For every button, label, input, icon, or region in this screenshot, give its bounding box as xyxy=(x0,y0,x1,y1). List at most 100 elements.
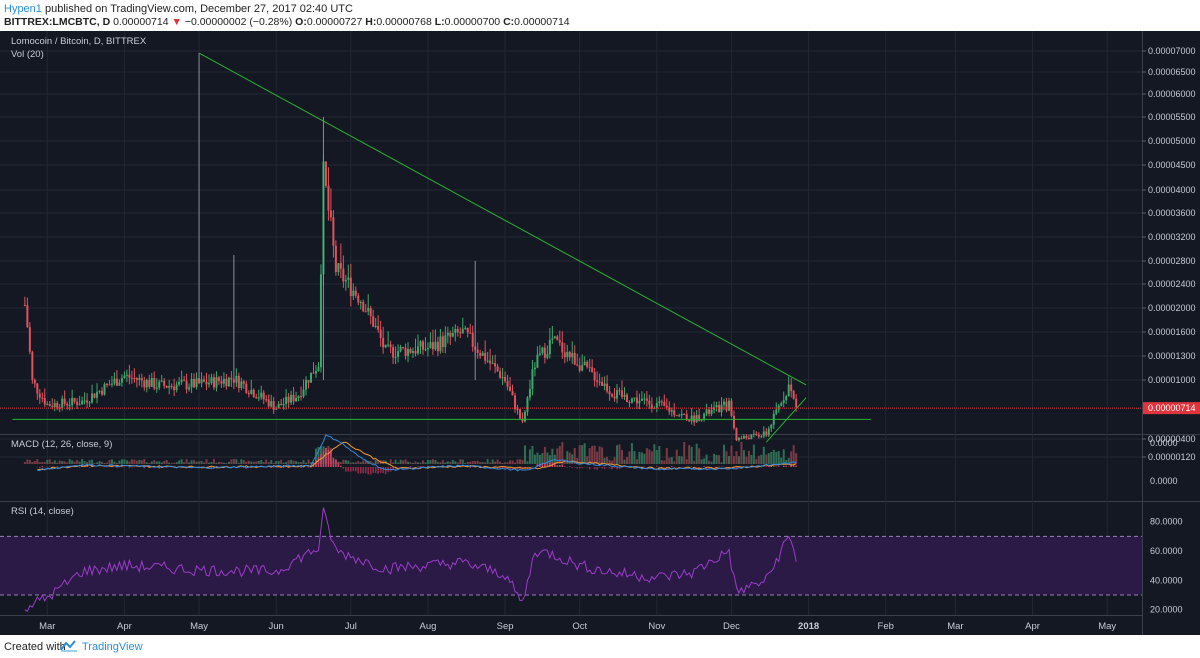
tradingview-brand-link[interactable]: TradingView xyxy=(82,641,143,653)
candle-body xyxy=(586,361,589,367)
candle-body xyxy=(431,342,434,350)
candle-body xyxy=(660,401,663,403)
candle-body xyxy=(618,390,621,392)
candle-body xyxy=(593,372,596,381)
candle-body xyxy=(367,307,370,312)
volume-bar xyxy=(583,443,586,464)
candle-body xyxy=(650,404,653,409)
open-value: 0.00000727 xyxy=(306,16,363,28)
candle-body xyxy=(120,377,123,383)
candle-body xyxy=(245,383,248,393)
volume-bar xyxy=(130,459,133,464)
chart-svg[interactable]: Mar Apr May Jun Jul Aug Sep Oct Nov Dec 2018 Feb Mar… xyxy=(0,31,1200,635)
macd-hist-bar xyxy=(325,447,327,467)
candle-body xyxy=(175,384,178,391)
candle-body xyxy=(464,327,467,329)
volume-bar xyxy=(108,459,111,464)
volume-bar xyxy=(596,451,599,464)
candle-body xyxy=(290,394,293,403)
candle-body xyxy=(436,341,439,352)
candle-body xyxy=(407,349,410,356)
symbol-line: BITTREX:LMCBTC, D 0.00000714 ▼ −0.000000… xyxy=(4,16,570,28)
change: −0.00000002 (−0.28%) xyxy=(184,16,293,28)
candle-body xyxy=(561,342,564,353)
volume-bar xyxy=(685,459,688,464)
candle-body xyxy=(295,397,298,402)
candle-body xyxy=(270,401,273,407)
volume-bar xyxy=(538,454,541,464)
candle-body xyxy=(222,378,225,384)
y-tick-label: 0.00004500 xyxy=(1148,160,1196,170)
volume-bar xyxy=(158,461,161,464)
candle-body xyxy=(262,392,265,400)
volume-bar xyxy=(558,446,561,464)
rsi-y-tick-label: 80.0000 xyxy=(1150,517,1183,527)
candle-body xyxy=(715,405,718,408)
macd-hist-bar xyxy=(521,467,524,469)
candle-body xyxy=(23,305,26,306)
volume-bar xyxy=(364,460,367,464)
close-value: 0.00000714 xyxy=(514,16,570,28)
publish-text: published on TradingView.com, December 2… xyxy=(41,3,353,15)
volume-bar xyxy=(48,459,51,464)
candle-body xyxy=(551,338,554,340)
candle-body xyxy=(252,389,255,397)
high-label: H: xyxy=(365,16,377,28)
macd-hist-bar xyxy=(56,466,59,467)
volume-bar xyxy=(713,453,716,464)
macd-hist-bar xyxy=(240,467,243,468)
volume-bar xyxy=(501,462,504,464)
volume-bar xyxy=(265,459,268,464)
candle-body xyxy=(155,387,158,389)
candle-body xyxy=(655,403,658,409)
macd-hist-bar xyxy=(352,467,355,472)
candle-body xyxy=(723,401,726,405)
candle-body xyxy=(260,392,263,398)
candle-body xyxy=(242,381,245,384)
candle-body xyxy=(630,398,633,403)
volume-bar xyxy=(474,461,477,464)
macd-hist-bar xyxy=(272,467,275,468)
volume-bar xyxy=(611,460,614,464)
candle-body xyxy=(429,342,432,348)
volume-bar xyxy=(638,451,641,464)
volume-bar xyxy=(369,460,372,464)
volume-bar xyxy=(593,445,596,464)
macd-hist-bar xyxy=(559,464,561,467)
macd-hist-bar xyxy=(39,467,41,469)
volume-bar xyxy=(180,459,183,464)
volume-bar xyxy=(723,444,726,464)
volume-bar xyxy=(760,454,763,464)
candle-body xyxy=(434,341,437,350)
volume-bar xyxy=(58,460,61,464)
candle-body xyxy=(125,374,128,376)
candle-body xyxy=(476,349,479,353)
author-link[interactable]: Hypen1 xyxy=(4,3,42,15)
macd-hist-bar xyxy=(394,467,397,470)
chart-area[interactable]: Mar Apr May Jun Jul Aug Sep Oct Nov Dec 2018 Feb Mar… xyxy=(0,31,1200,635)
macd-hist-bar xyxy=(770,466,773,467)
macd-hist-bar xyxy=(563,466,566,467)
candle-body xyxy=(56,402,59,408)
volume-bar xyxy=(51,462,54,464)
volume-bar xyxy=(772,449,775,464)
candle-body xyxy=(163,380,166,386)
volume-bar xyxy=(262,461,265,464)
candle-body xyxy=(28,327,31,352)
volume-bar xyxy=(790,451,793,464)
candle-body xyxy=(412,350,415,353)
volume-bar xyxy=(210,462,213,464)
candle-body xyxy=(703,413,706,420)
candle-body xyxy=(203,379,206,382)
volume-bar xyxy=(203,462,206,464)
volume-bar xyxy=(225,462,228,464)
volume-bar xyxy=(128,461,131,464)
y-tick-label: 0.00001300 xyxy=(1148,351,1196,361)
volume-bar xyxy=(640,452,643,464)
candle-body xyxy=(469,332,472,334)
volume-bar xyxy=(110,459,113,464)
close-label: C: xyxy=(503,16,515,28)
macd-hist-bar xyxy=(469,467,472,469)
volume-bar xyxy=(305,462,308,464)
candle-body xyxy=(305,380,308,390)
